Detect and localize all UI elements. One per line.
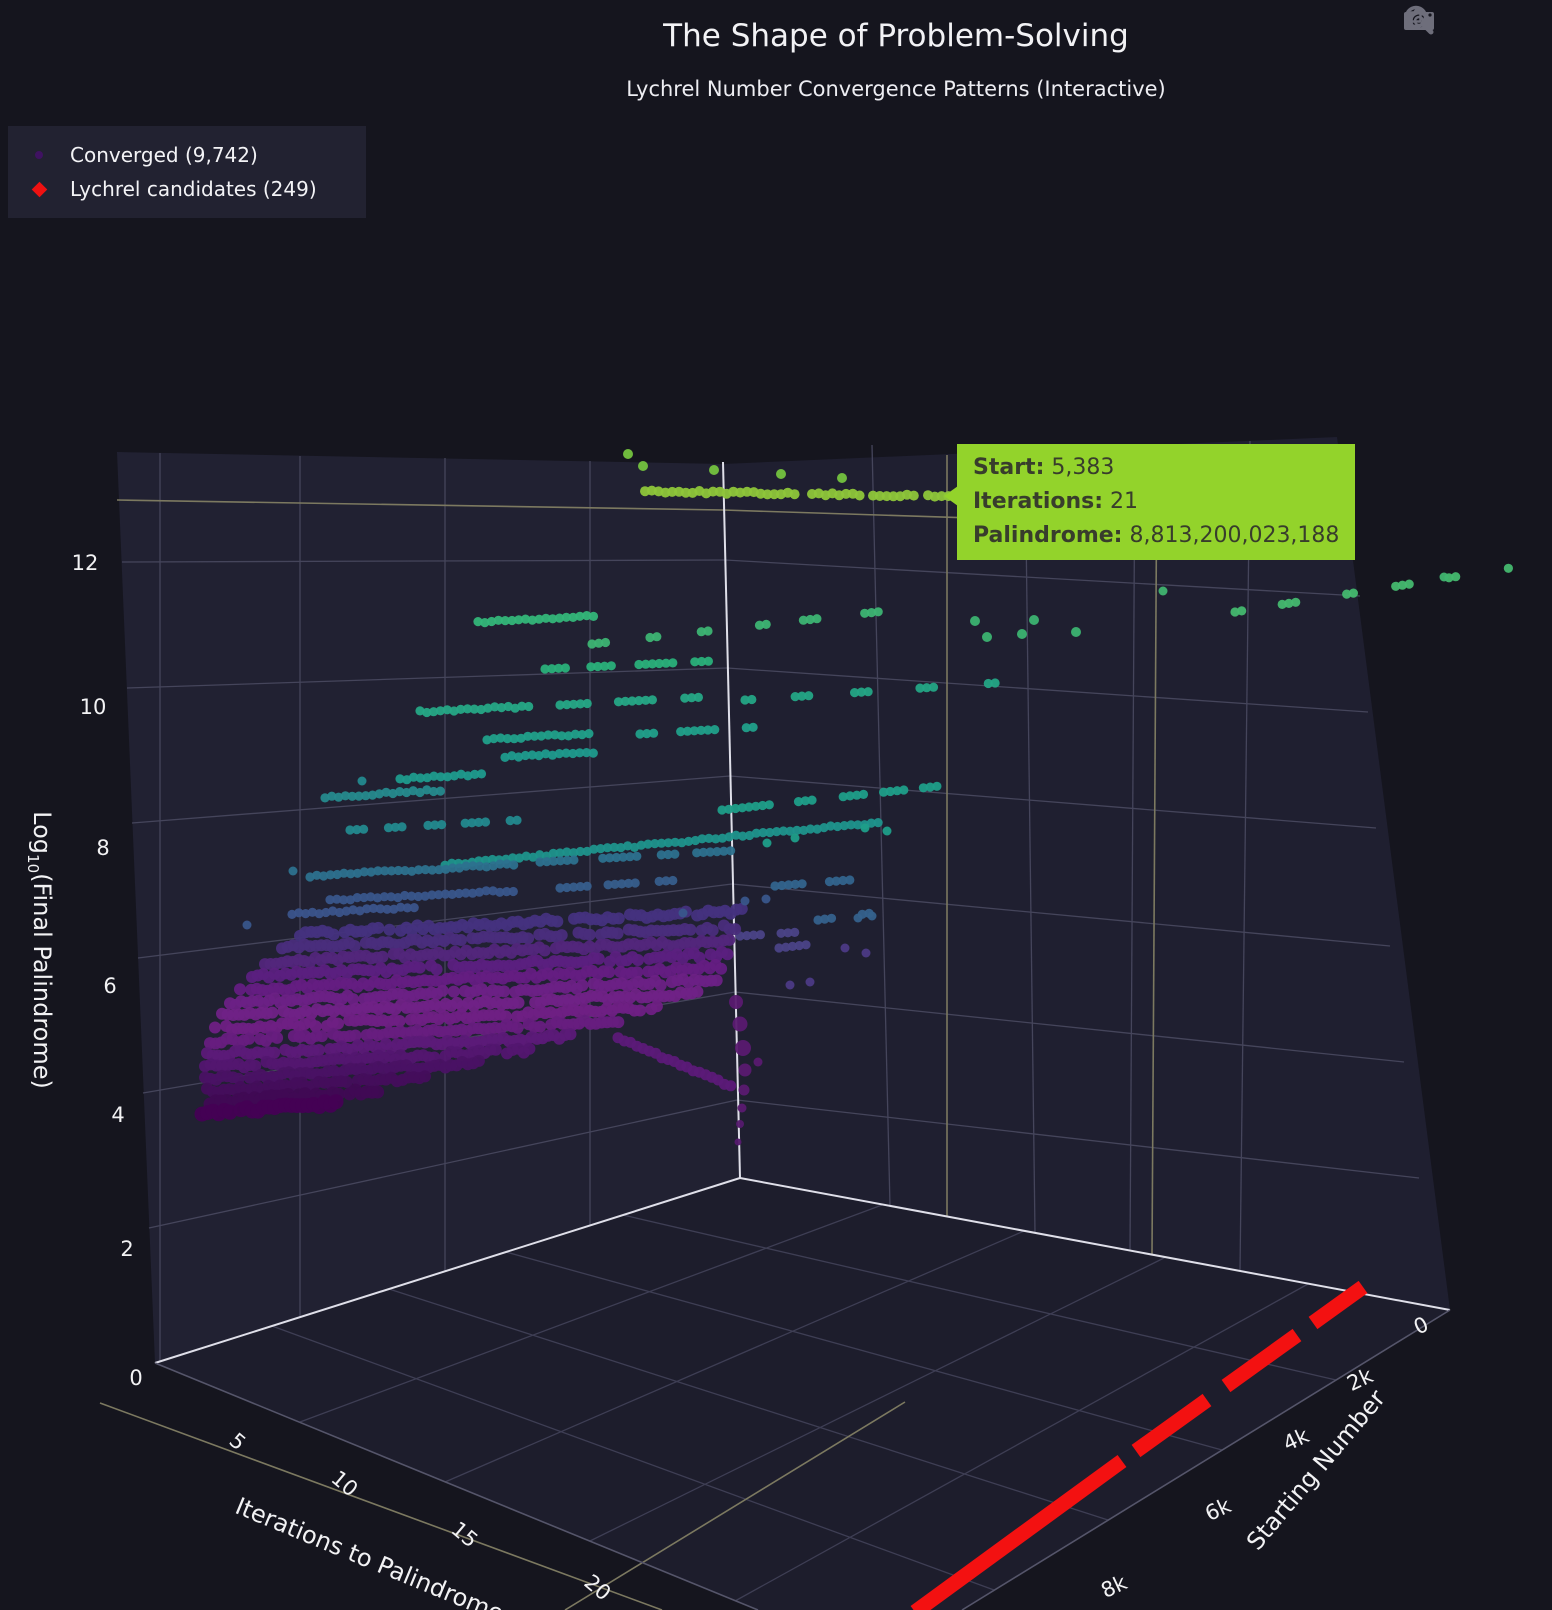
z-tick-label: 10 bbox=[80, 695, 107, 719]
floor bbox=[155, 1178, 1450, 1610]
tooltip-arrow-icon bbox=[944, 486, 958, 506]
converged-dot-icon bbox=[8, 151, 70, 159]
grid-floor bbox=[271, 1204, 1337, 1602]
z-tick-label: 12 bbox=[72, 551, 99, 575]
z-tick-label: 4 bbox=[111, 1103, 124, 1127]
tooltip-row: Start: 5,383 bbox=[973, 455, 1115, 480]
z-tick-label: 6 bbox=[103, 974, 116, 998]
wall-left bbox=[117, 452, 740, 1363]
legend-item-converged[interactable]: Converged (9,742) bbox=[8, 138, 366, 172]
x-tick-label: 20 bbox=[580, 1570, 616, 1606]
y-tick-label: 4k bbox=[1279, 1423, 1313, 1456]
chart-subtitle: Lychrel Number Convergence Patterns (Int… bbox=[626, 77, 1166, 101]
legend-item-label: Lychrel candidates (249) bbox=[70, 177, 317, 201]
wall-right bbox=[723, 437, 1450, 1310]
converged-series[interactable] bbox=[194, 449, 1514, 1146]
lychrel-candidates-series[interactable] bbox=[910, 1280, 1368, 1610]
y-tick-label: 8k bbox=[1097, 1570, 1131, 1603]
cube-axis-edges bbox=[154, 461, 1451, 1364]
tooltip-row: Palindrome: 8,813,200,023,188 bbox=[973, 523, 1340, 548]
modebar bbox=[1402, 4, 1552, 36]
legend-item-lychrel[interactable]: Lychrel candidates (249) bbox=[8, 172, 366, 206]
x-tick-label: 15 bbox=[447, 1517, 483, 1553]
y-tick-label: 6k bbox=[1201, 1493, 1235, 1526]
z-tick-label: 2 bbox=[120, 1237, 133, 1261]
z-tick-label: 0 bbox=[129, 1366, 142, 1390]
zoom-icon[interactable] bbox=[1404, 4, 1498, 36]
pan-icon-clipped[interactable] bbox=[1404, 4, 1534, 36]
z-axis-title: Log10(Final Palindrome) bbox=[24, 811, 56, 1089]
lychrel-diamond-icon bbox=[8, 181, 70, 197]
z-tick-label: 8 bbox=[96, 836, 109, 860]
x-tick-label: 10 bbox=[327, 1466, 363, 1502]
chart-title: The Shape of Problem-Solving bbox=[663, 18, 1129, 54]
tooltip-row: Iterations: 21 bbox=[973, 489, 1139, 514]
cube-front-edges bbox=[154, 1309, 1451, 1610]
legend-item-label: Converged (9,742) bbox=[70, 143, 258, 167]
hover-tooltip: Start: 5,383 Iterations: 21 Palindrome: … bbox=[944, 444, 1356, 560]
legend: Converged (9,742) Lychrel candidates (24… bbox=[8, 126, 366, 218]
